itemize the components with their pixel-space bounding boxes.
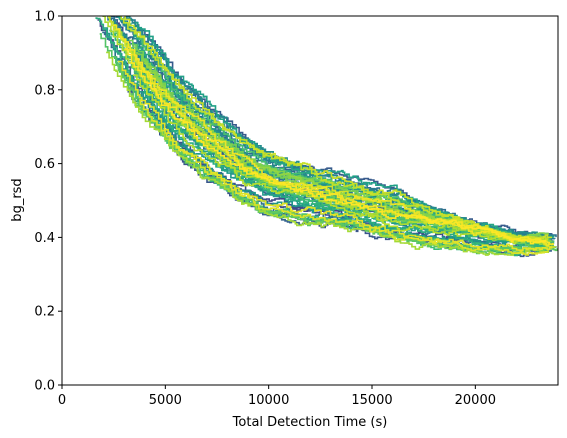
x-tick-label: 0 [58, 393, 66, 408]
y-axis-label: bg_rsd [10, 178, 25, 221]
y-tick-label: 0.8 [34, 83, 55, 98]
y-tick-label: 1.0 [34, 10, 55, 25]
x-tick-label: 10000 [248, 393, 289, 408]
x-axis-label: Total Detection Time (s) [232, 415, 388, 430]
y-axis: 0.0 0.2 0.4 0.6 0.8 1.0 [34, 10, 62, 394]
plot-frame [61, 15, 559, 386]
series-line [124, 48, 547, 245]
series-line [133, 74, 548, 246]
x-tick-label: 20000 [455, 393, 496, 408]
series-layer [95, 16, 558, 258]
x-tick-label: 15000 [351, 393, 392, 408]
y-tick-label: 0.2 [34, 305, 55, 320]
x-axis: 0 5000 10000 15000 20000 [58, 385, 496, 408]
y-tick-label: 0.0 [34, 379, 55, 394]
y-tick-label: 0.4 [34, 231, 55, 246]
series-line [120, 16, 552, 240]
series-line [106, 51, 550, 256]
x-tick-label: 5000 [149, 393, 182, 408]
y-tick-label: 0.6 [34, 157, 55, 172]
series-line [118, 60, 553, 251]
series-line [134, 54, 554, 247]
series-line [112, 24, 554, 245]
